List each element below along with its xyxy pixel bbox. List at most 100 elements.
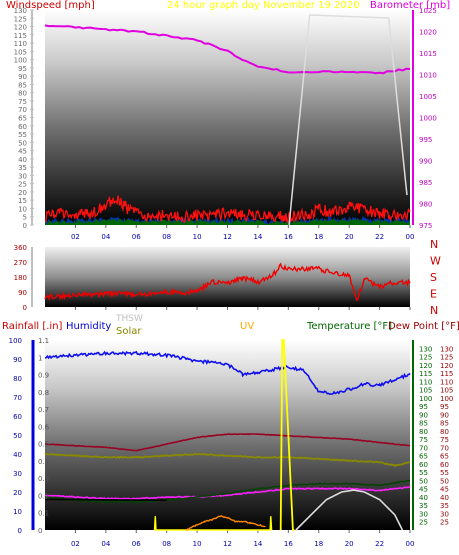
panel3-temp-tick-label: 55 [419, 469, 428, 477]
panel3-temp-tick-label: 40 [419, 494, 428, 502]
panel1-left-tick-label: 15 [18, 197, 27, 205]
panel1-right-tick-label: 1025 [419, 7, 437, 15]
panel1-right-tick-label: 975 [419, 222, 432, 230]
panel3-temp-tick-label: 75 [419, 436, 428, 444]
panel1-left-tick-label: 105 [14, 48, 27, 56]
panel3-rain-tick-label: 1 [38, 354, 42, 362]
panel3-temp-tick-label: 45 [419, 486, 428, 494]
barometer-line [44, 24, 411, 75]
panel3-humidity-tick-label: 60 [13, 413, 22, 421]
panel3-dewpoint-tick-label: 120 [440, 362, 453, 370]
panel1-x-tick-label: 00 [406, 233, 415, 241]
panel3-humidity-tick-label: 0 [18, 527, 22, 535]
panel3-rain-tick-label: 0.7 [38, 406, 49, 414]
panel3-humidity-tick-label: 10 [13, 508, 22, 516]
panel1-left-tick-label: 45 [18, 148, 27, 156]
panel3-humidity-tick-label: 30 [13, 470, 22, 478]
panel3-rain-tick-label: 0.5 [38, 441, 49, 449]
panel3-dewpoint-tick-label: 95 [440, 403, 449, 411]
panel1-left-tick-label: 75 [18, 98, 27, 106]
panel3-humidity-tick-label: 100 [9, 337, 22, 345]
legend-uv: UV [240, 321, 255, 332]
rainfall-line [185, 515, 266, 531]
panel1-right-tick-label: 990 [419, 158, 432, 166]
panel2-background [45, 247, 410, 307]
panel3-x-tick-label: 20 [345, 540, 354, 548]
panel1-x-tick-label: 20 [345, 233, 354, 241]
panel1-x-tick-label: 06 [132, 233, 141, 241]
panel1-left-tick-label: 115 [14, 32, 27, 40]
panel1-left-tick-label: 5 [23, 214, 27, 222]
panel2-compass-label: W [430, 255, 441, 268]
panel1-left-tick-label: 55 [18, 131, 27, 139]
panel3-temp-tick-label: 25 [419, 519, 428, 527]
panel3-rain-tick-label: 0.6 [38, 423, 50, 431]
panel1-x-tick-label: 12 [223, 233, 232, 241]
panel1-left-tick-label: 50 [18, 139, 27, 147]
panel3-dewpoint-tick-label: 30 [440, 510, 449, 518]
panel3-x-tick-label: 10 [193, 540, 202, 548]
panel2-compass-label: S [430, 271, 437, 284]
panel1-x-tick-label: 14 [253, 233, 262, 241]
panel3-dewpoint-tick-label: 85 [440, 420, 449, 428]
panel2-left-tick-label: 180 [14, 274, 27, 282]
panel1-left-tick-label: 25 [18, 181, 27, 189]
panel1-x-tick-label: 04 [101, 233, 110, 241]
panel1-left-tick-label: 100 [14, 57, 27, 65]
panel1-left-tick-label: 95 [18, 65, 27, 73]
panel3-temp-tick-label: 125 [419, 354, 432, 362]
panel2-left-tick-label: 0 [23, 304, 27, 312]
panel3-dewpoint-tick-label: 110 [440, 378, 453, 386]
wind-low-area [45, 218, 410, 225]
legend-temperature: Temperature [°F] [307, 321, 393, 332]
temperature-line [44, 433, 411, 452]
panel3-dewpoint-tick-label: 105 [440, 387, 453, 395]
panel2-compass-label: E [430, 288, 437, 301]
panel3-rain-tick-label: 0.2 [38, 492, 49, 500]
panel3-rain-tick-label: 0.1 [38, 510, 49, 518]
humidity-line [44, 350, 411, 395]
panel3-x-tick-label: 08 [162, 540, 171, 548]
panel3-x-tick-label: 06 [132, 540, 141, 548]
header-windspeed-label: Windspeed [mph] [6, 0, 95, 11]
panel3-dewpoint-tick-label: 40 [440, 494, 449, 502]
panel3-temp-tick-label: 35 [419, 502, 428, 510]
panel3-dewpoint-tick-label: 115 [440, 370, 453, 378]
black-trace-line [44, 498, 167, 502]
panel3-dewpoint-tick-label: 65 [440, 453, 449, 461]
panel3-humidity-tick-label: 50 [13, 432, 22, 440]
dewpoint-line [44, 486, 411, 500]
panel1-left-tick-label: 65 [18, 115, 27, 123]
windspeed-line [44, 195, 411, 224]
uv-line [279, 339, 295, 531]
panel3-humidity-tick-label: 40 [13, 451, 22, 459]
panel3-dewpoint-tick-label: 100 [440, 395, 453, 403]
panel3-dewpoint-tick-label: 25 [440, 519, 449, 527]
panel3-temp-tick-label: 30 [419, 510, 428, 518]
panel3-dewpoint-tick-label: 70 [440, 444, 449, 452]
panel1-x-tick-label: 16 [284, 233, 293, 241]
uv-small-line [153, 516, 273, 531]
panel3-dewpoint-tick-label: 80 [440, 428, 449, 436]
panel1-background [45, 10, 410, 225]
panel1-left-tick-label: 10 [18, 205, 27, 213]
panel1-right-tick-label: 1020 [419, 29, 437, 37]
panel1-left-tick-label: 130 [14, 7, 27, 15]
panel3-dewpoint-tick-label: 60 [440, 461, 449, 469]
panel3-x-tick-label: 14 [253, 540, 262, 548]
panel3-temp-tick-label: 50 [419, 477, 428, 485]
panel3-dewpoint-tick-label: 75 [440, 436, 449, 444]
legend-solar: Solar [116, 326, 142, 337]
panel3-x-tick-label: 22 [375, 540, 384, 548]
panel1-left-tick-label: 85 [18, 81, 27, 89]
panel1-right-tick-label: 980 [419, 201, 432, 209]
panel1-left-tick-label: 0 [23, 222, 27, 230]
panel3-dewpoint-tick-label: 35 [440, 502, 449, 510]
wind-direction-line [44, 262, 411, 302]
panel3-x-tick-label: 02 [71, 540, 80, 548]
panel3-humidity-tick-label: 90 [13, 356, 22, 364]
panel1-left-tick-label: 40 [18, 156, 27, 164]
thsw-line [44, 452, 411, 468]
panel3-rain-tick-label: 0.8 [38, 389, 49, 397]
